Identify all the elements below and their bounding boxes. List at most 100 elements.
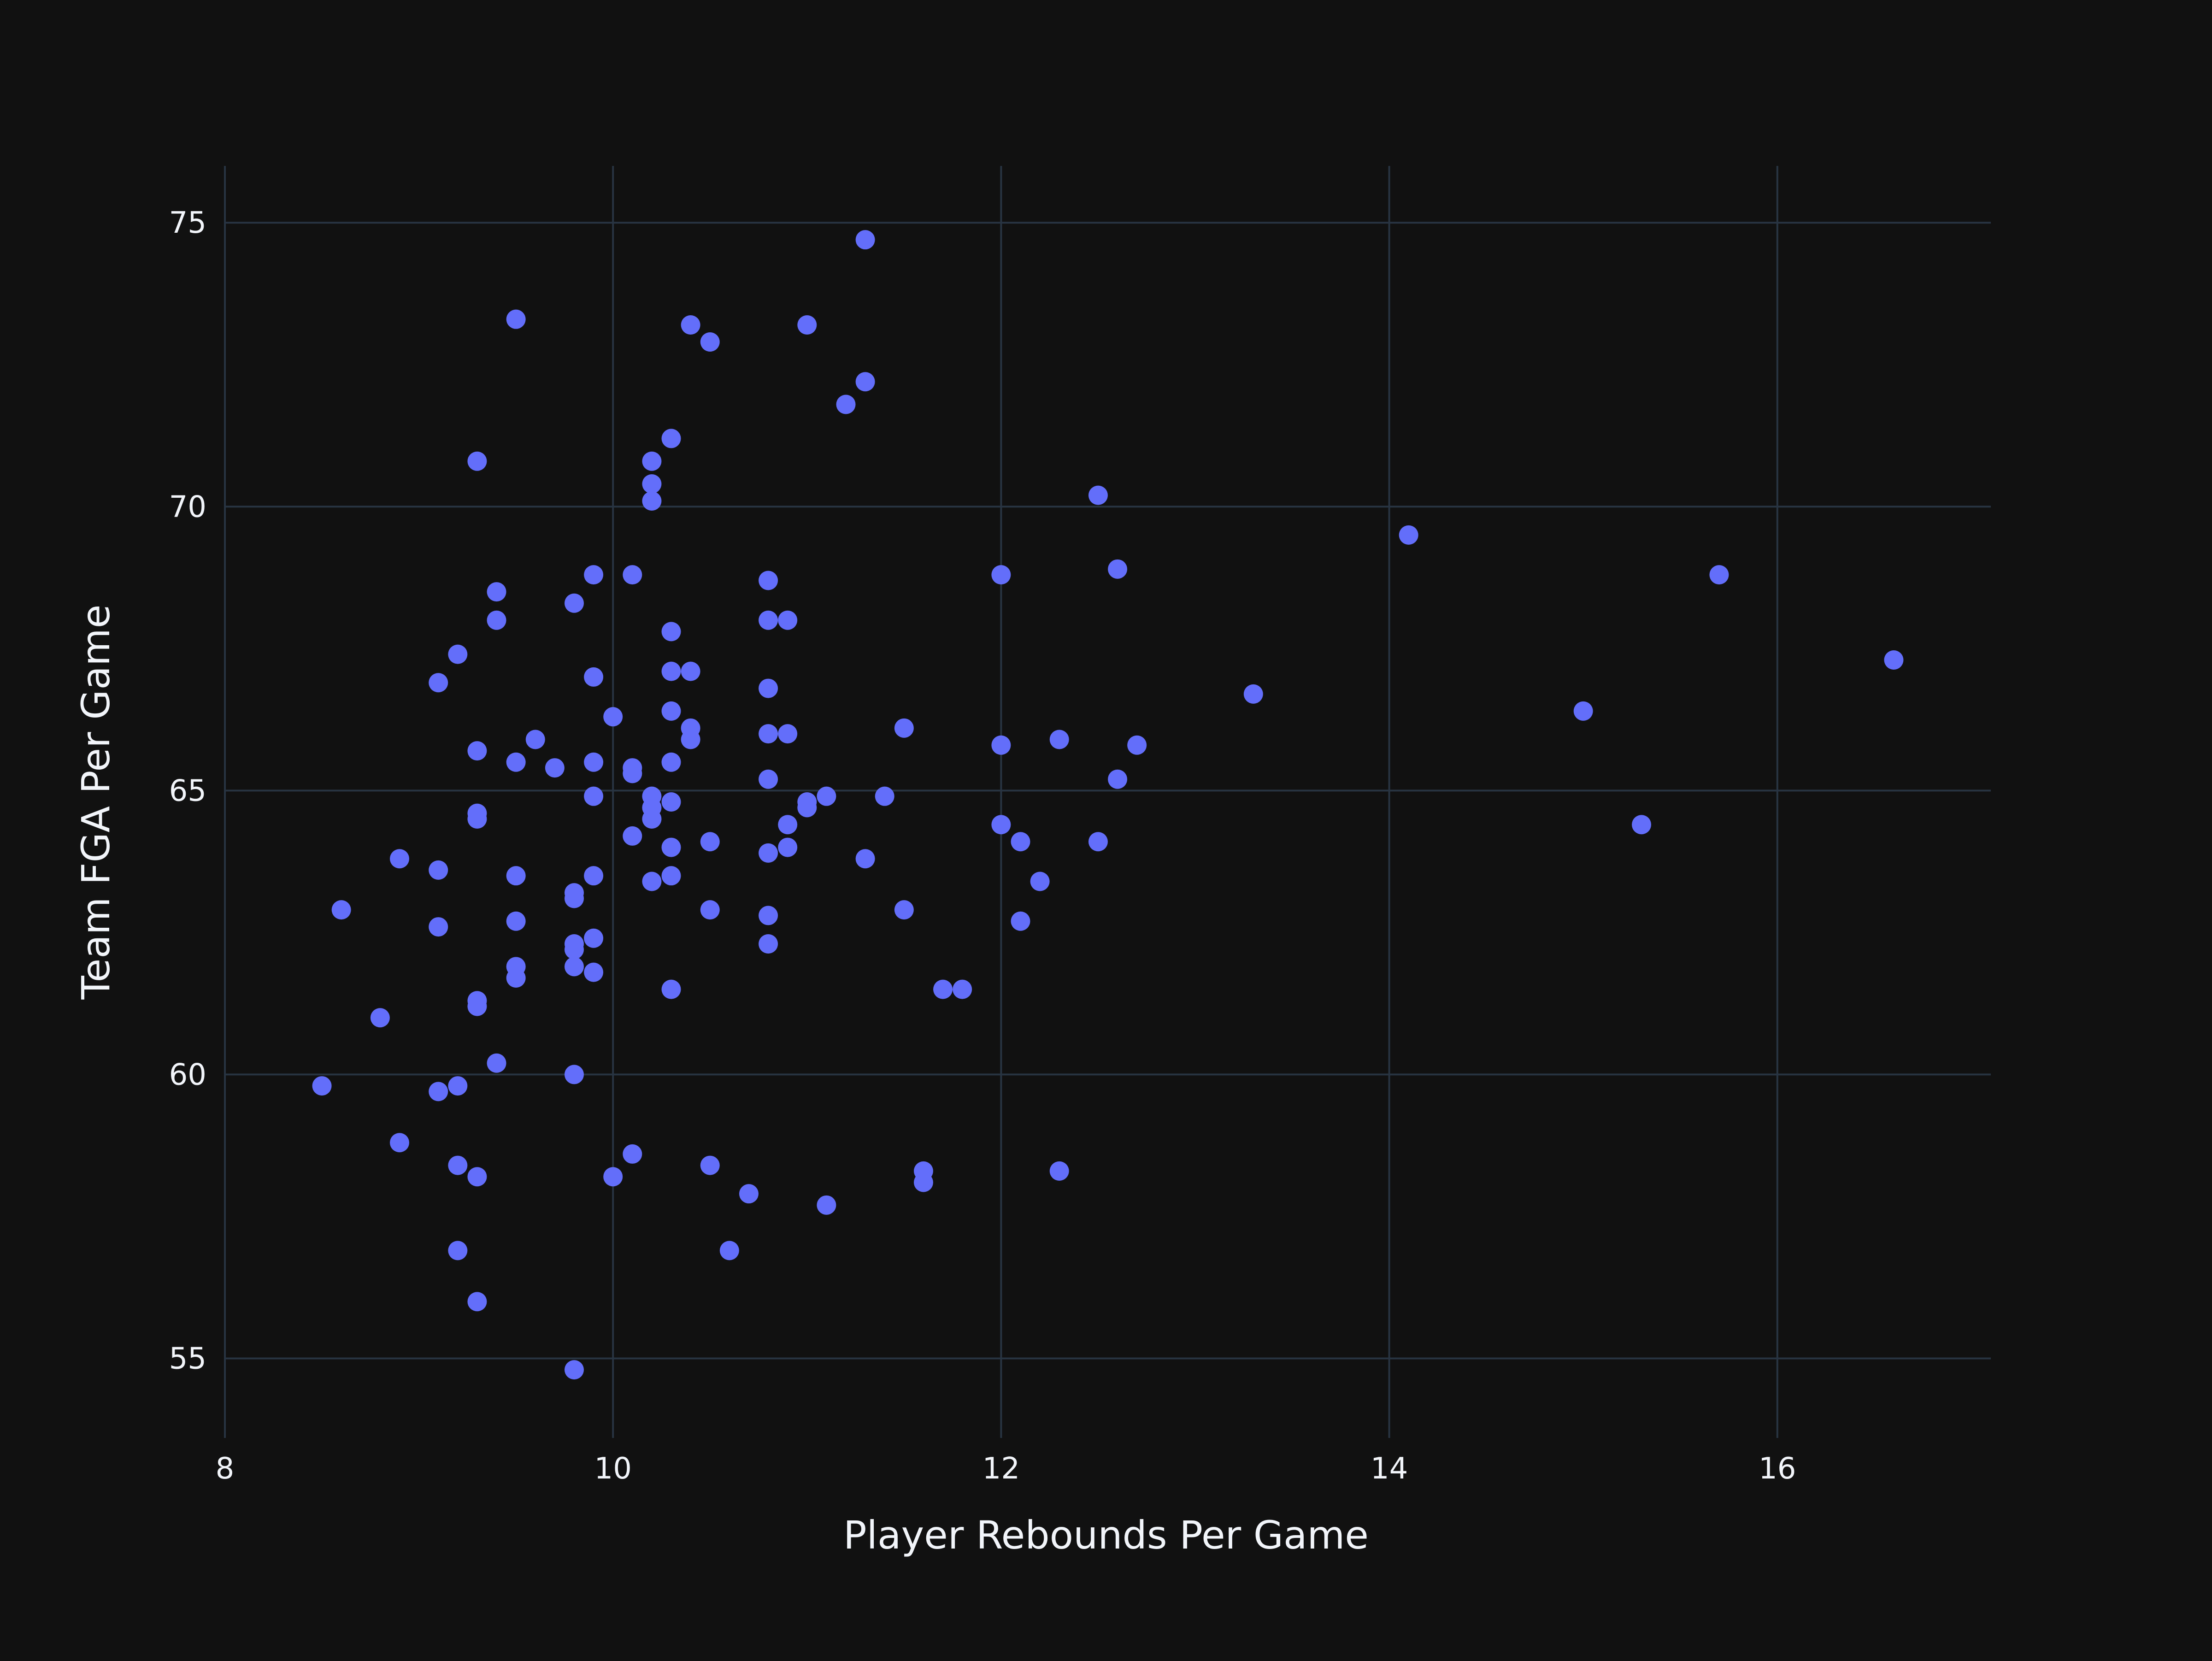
data-point[interactable]	[584, 752, 604, 772]
data-point[interactable]	[642, 872, 662, 891]
data-point[interactable]	[1399, 525, 1418, 545]
data-point[interactable]	[545, 758, 565, 778]
data-point[interactable]	[506, 309, 526, 329]
data-point[interactable]	[681, 661, 700, 681]
data-point[interactable]	[759, 724, 778, 744]
data-point[interactable]	[661, 701, 681, 721]
data-point[interactable]	[448, 1155, 468, 1175]
data-point[interactable]	[700, 332, 720, 352]
data-point[interactable]	[584, 962, 604, 982]
data-point[interactable]	[1088, 832, 1108, 852]
data-point[interactable]	[448, 1241, 468, 1260]
data-point[interactable]	[1011, 911, 1030, 931]
data-point[interactable]	[759, 769, 778, 789]
data-point[interactable]	[429, 1082, 448, 1101]
data-point[interactable]	[584, 667, 604, 687]
data-point[interactable]	[855, 372, 875, 392]
data-point[interactable]	[836, 395, 856, 414]
data-point[interactable]	[1088, 485, 1108, 505]
data-point[interactable]	[429, 860, 448, 880]
data-point[interactable]	[584, 866, 604, 886]
data-point[interactable]	[778, 837, 798, 857]
data-point[interactable]	[719, 1241, 739, 1260]
data-point[interactable]	[487, 610, 506, 630]
data-point[interactable]	[429, 917, 448, 937]
data-point[interactable]	[759, 843, 778, 863]
data-point[interactable]	[603, 707, 623, 727]
data-point[interactable]	[661, 622, 681, 642]
data-point[interactable]	[817, 1195, 836, 1215]
data-point[interactable]	[312, 1076, 332, 1096]
data-point[interactable]	[467, 996, 487, 1016]
data-point[interactable]	[1049, 1161, 1069, 1181]
data-point[interactable]	[506, 866, 526, 886]
data-point[interactable]	[661, 752, 681, 772]
data-point[interactable]	[584, 565, 604, 585]
data-point[interactable]	[817, 786, 836, 806]
data-point[interactable]	[623, 764, 642, 783]
data-point[interactable]	[1632, 815, 1652, 835]
data-point[interactable]	[448, 644, 468, 664]
data-point[interactable]	[1243, 684, 1263, 704]
data-point[interactable]	[661, 979, 681, 999]
data-point[interactable]	[797, 798, 817, 818]
data-point[interactable]	[467, 1292, 487, 1312]
data-point[interactable]	[661, 661, 681, 681]
data-point[interactable]	[331, 900, 351, 920]
data-point[interactable]	[1884, 650, 1904, 670]
data-point[interactable]	[1108, 769, 1128, 789]
data-point[interactable]	[894, 718, 914, 738]
data-point[interactable]	[525, 730, 545, 749]
data-point[interactable]	[564, 889, 584, 908]
data-point[interactable]	[584, 786, 604, 806]
data-point[interactable]	[1709, 565, 1729, 585]
data-point[interactable]	[1108, 559, 1128, 579]
data-point[interactable]	[759, 571, 778, 590]
data-point[interactable]	[739, 1184, 759, 1204]
data-point[interactable]	[759, 906, 778, 925]
data-point[interactable]	[778, 815, 798, 835]
data-point[interactable]	[564, 593, 584, 613]
data-point[interactable]	[1030, 872, 1050, 891]
data-point[interactable]	[894, 900, 914, 920]
data-point[interactable]	[487, 582, 506, 602]
data-point[interactable]	[759, 678, 778, 698]
data-point[interactable]	[700, 900, 720, 920]
data-point[interactable]	[778, 610, 798, 630]
data-point[interactable]	[389, 849, 409, 869]
data-point[interactable]	[661, 429, 681, 448]
data-point[interactable]	[855, 230, 875, 250]
data-point[interactable]	[564, 957, 584, 977]
data-point[interactable]	[797, 315, 817, 335]
data-point[interactable]	[642, 474, 662, 494]
data-point[interactable]	[855, 849, 875, 869]
data-point[interactable]	[661, 866, 681, 886]
data-point[interactable]	[991, 565, 1011, 585]
data-point[interactable]	[564, 1360, 584, 1380]
data-point[interactable]	[467, 1167, 487, 1187]
data-point[interactable]	[370, 1008, 390, 1028]
data-point[interactable]	[953, 979, 972, 999]
data-point[interactable]	[661, 837, 681, 857]
data-point[interactable]	[642, 809, 662, 829]
data-point[interactable]	[875, 786, 894, 806]
data-point[interactable]	[389, 1133, 409, 1153]
data-point[interactable]	[661, 792, 681, 812]
data-point[interactable]	[642, 491, 662, 511]
data-point[interactable]	[1127, 735, 1147, 755]
data-point[interactable]	[681, 730, 700, 749]
data-point[interactable]	[467, 741, 487, 761]
data-point[interactable]	[1049, 730, 1069, 749]
data-point[interactable]	[642, 451, 662, 471]
data-point[interactable]	[467, 451, 487, 471]
data-point[interactable]	[623, 1144, 642, 1164]
data-point[interactable]	[759, 934, 778, 954]
data-point[interactable]	[467, 809, 487, 829]
data-point[interactable]	[506, 968, 526, 988]
data-point[interactable]	[700, 1155, 720, 1175]
data-point[interactable]	[506, 911, 526, 931]
data-point[interactable]	[506, 752, 526, 772]
data-point[interactable]	[913, 1172, 933, 1192]
data-point[interactable]	[603, 1167, 623, 1187]
data-point[interactable]	[1011, 832, 1030, 852]
